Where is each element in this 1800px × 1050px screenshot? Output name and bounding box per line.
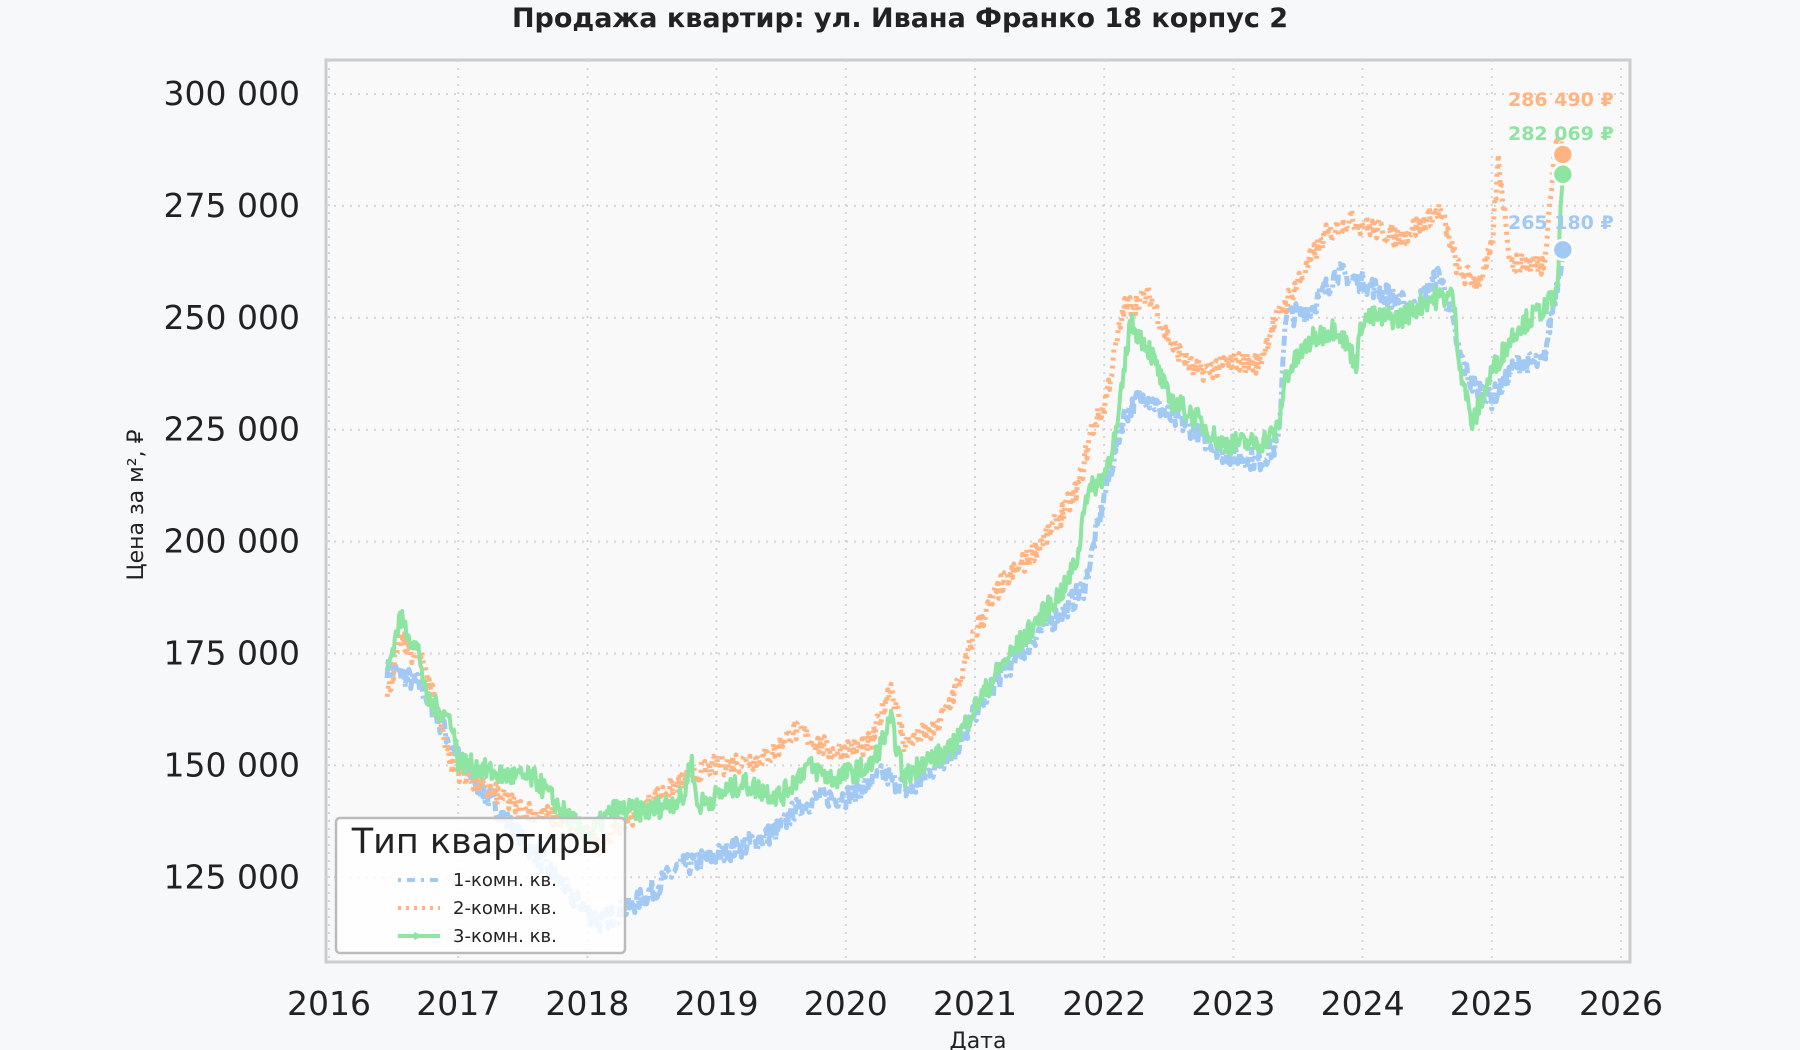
- x-tick-label: 2016: [287, 984, 371, 1023]
- y-axis-ticks: 125 000 150 000 175 000 200 000 225 000 250 0…: [164, 74, 300, 896]
- end-value-label-3: 282 069 ₽: [1508, 123, 1614, 145]
- x-tick-label: 2024: [1321, 984, 1405, 1023]
- legend-label-3: 3-комн. кв.: [453, 926, 557, 947]
- end-markers: 265 180 ₽ 286 490 ₽ 282 069 ₽: [1508, 89, 1614, 262]
- legend-marker-3: [414, 932, 424, 940]
- x-tick-label: 2023: [1191, 984, 1275, 1023]
- x-tick-label: 2026: [1579, 984, 1663, 1023]
- x-tick-label: 2019: [675, 984, 759, 1023]
- series-line-2: [384, 132, 1566, 859]
- x-tick-label: 2018: [545, 984, 629, 1023]
- end-point-1: [1551, 238, 1575, 262]
- y-tick-label: 200 000: [164, 522, 300, 561]
- x-tick-label: 2022: [1062, 984, 1146, 1023]
- legend-title: Тип квартиры: [351, 822, 609, 862]
- x-axis-label: Дата: [950, 1029, 1007, 1050]
- x-tick-label: 2020: [804, 984, 888, 1023]
- x-tick-label: 2017: [416, 984, 500, 1023]
- end-point-2: [1551, 143, 1575, 166]
- end-value-label-2: 286 490 ₽: [1508, 89, 1614, 111]
- y-tick-label: 175 000: [164, 634, 300, 673]
- y-tick-label: 275 000: [164, 186, 300, 225]
- end-point-3: [1551, 163, 1575, 186]
- legend-label-2: 2-комн. кв.: [453, 898, 557, 919]
- chart-title: Продажа квартир: ул. Ивана Франко 18 кор…: [512, 3, 1288, 34]
- end-value-label-1: 265 180 ₽: [1508, 212, 1614, 234]
- legend: Тип квартиры 1-комн. кв. 2-комн. кв. 3-ком…: [334, 816, 627, 955]
- x-axis-ticks: 2016 2017 2018 2019 2020 2021 2022 2023 2024 2025…: [287, 984, 1663, 1023]
- y-axis-label: Цена за м², ₽: [124, 429, 149, 580]
- legend-label-1: 1-комн. кв.: [453, 870, 557, 891]
- legend-box: [334, 816, 627, 955]
- y-tick-label: 250 000: [164, 298, 300, 337]
- y-tick-label: 300 000: [164, 74, 300, 113]
- y-tick-label: 150 000: [164, 745, 300, 784]
- x-tick-label: 2025: [1450, 984, 1534, 1023]
- y-tick-label: 125 000: [164, 857, 300, 896]
- y-tick-label: 225 000: [164, 410, 300, 449]
- legend-items: 1-комн. кв. 2-комн. кв. 3-комн. кв.: [398, 870, 557, 947]
- x-tick-label: 2021: [933, 984, 1017, 1023]
